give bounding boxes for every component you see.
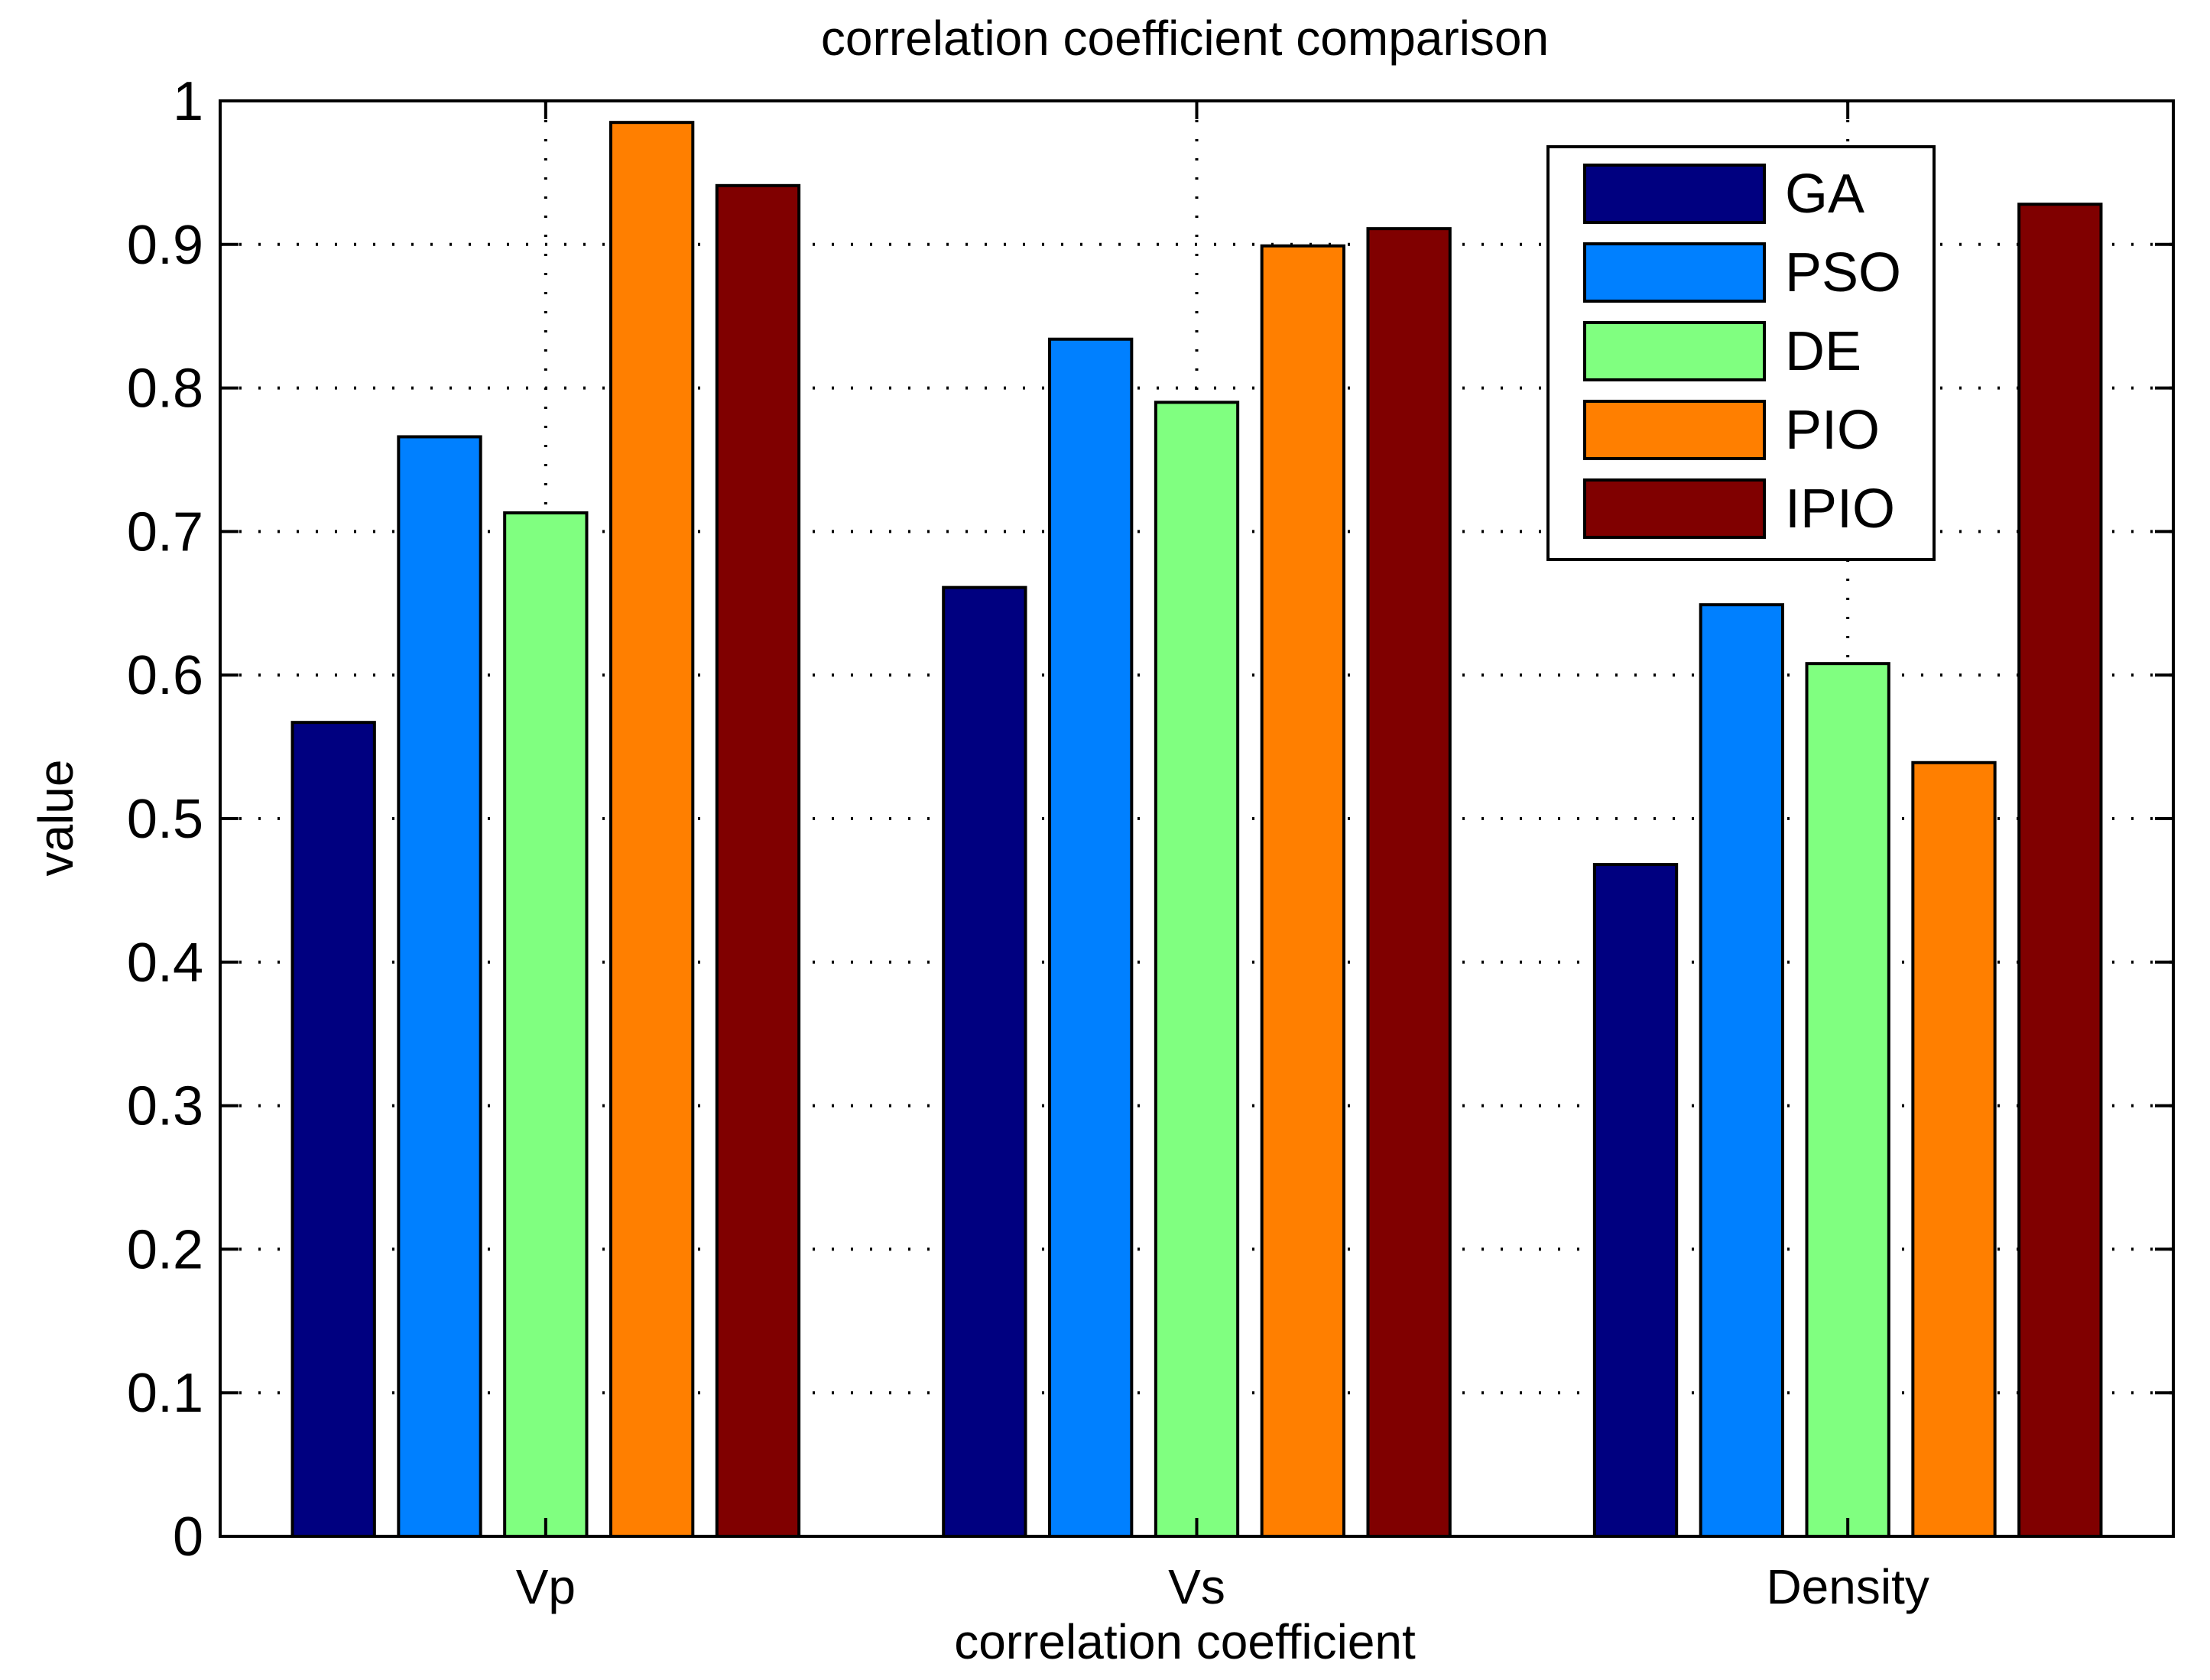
y-axis-title: value: [28, 760, 83, 877]
bar-pio-density: [1911, 761, 1997, 1538]
bar-ipio-vp: [715, 183, 801, 1538]
legend-swatch-pio: [1583, 400, 1766, 460]
bar-pso-density: [1699, 603, 1784, 1538]
legend-label-ga: GA: [1785, 164, 1864, 225]
legend-swatch-ipio: [1583, 478, 1766, 539]
x-category-label: Density: [1766, 1559, 1929, 1614]
bar-ga-vs: [942, 585, 1027, 1539]
bar-pso-vp: [397, 435, 482, 1538]
bar-pso-vs: [1048, 337, 1134, 1538]
legend-label-pso: PSO: [1785, 242, 1901, 303]
legend-swatch-de: [1583, 321, 1766, 381]
legend-label-de: DE: [1785, 321, 1861, 382]
x-category-label: Vp: [516, 1559, 576, 1614]
y-tick-label: 0.7: [127, 501, 203, 563]
y-tick-label: 1: [173, 71, 203, 132]
bar-pio-vp: [609, 121, 695, 1538]
axes-layer: 0 0.1 0.2 0.3 0.4 0.5 0.6 0.7 0.8 0.9 1 Vp Vs Density: [127, 71, 2175, 1614]
bar-ga-vp: [290, 721, 376, 1539]
y-tick-label: 0.8: [127, 358, 203, 420]
bar-de-vp: [503, 511, 589, 1539]
y-tick-label: 0.9: [127, 215, 203, 276]
y-tick-label: 0.2: [127, 1219, 203, 1280]
y-tick-label: 0.6: [127, 645, 203, 706]
legend-label-pio: PIO: [1785, 400, 1880, 461]
y-tick-label: 0.3: [127, 1076, 203, 1137]
y-tick-label: 0.4: [127, 932, 203, 994]
y-tick-label: 0.5: [127, 789, 203, 850]
legend-swatch-ga: [1583, 164, 1766, 224]
y-tick-label: 0.1: [127, 1363, 203, 1424]
bar-de-vs: [1154, 401, 1240, 1538]
x-category-label: Vs: [1168, 1559, 1225, 1614]
legend-swatch-pso: [1583, 242, 1766, 303]
legend: GA PSO DE PIO IPIO: [1546, 145, 1936, 561]
chart-title: correlation coefficient comparison: [821, 11, 1549, 66]
bar-de-density: [1805, 662, 1890, 1538]
y-tick-label: 0: [173, 1506, 203, 1568]
bar-ipio-density: [2017, 203, 2103, 1539]
bar-ipio-vs: [1366, 227, 1452, 1539]
bar-pio-vs: [1260, 244, 1345, 1539]
legend-label-ipio: IPIO: [1785, 478, 1895, 540]
bar-ga-density: [1592, 863, 1679, 1538]
bars-layer: [290, 121, 2103, 1539]
x-axis-title: correlation coefficient: [954, 1614, 1416, 1669]
